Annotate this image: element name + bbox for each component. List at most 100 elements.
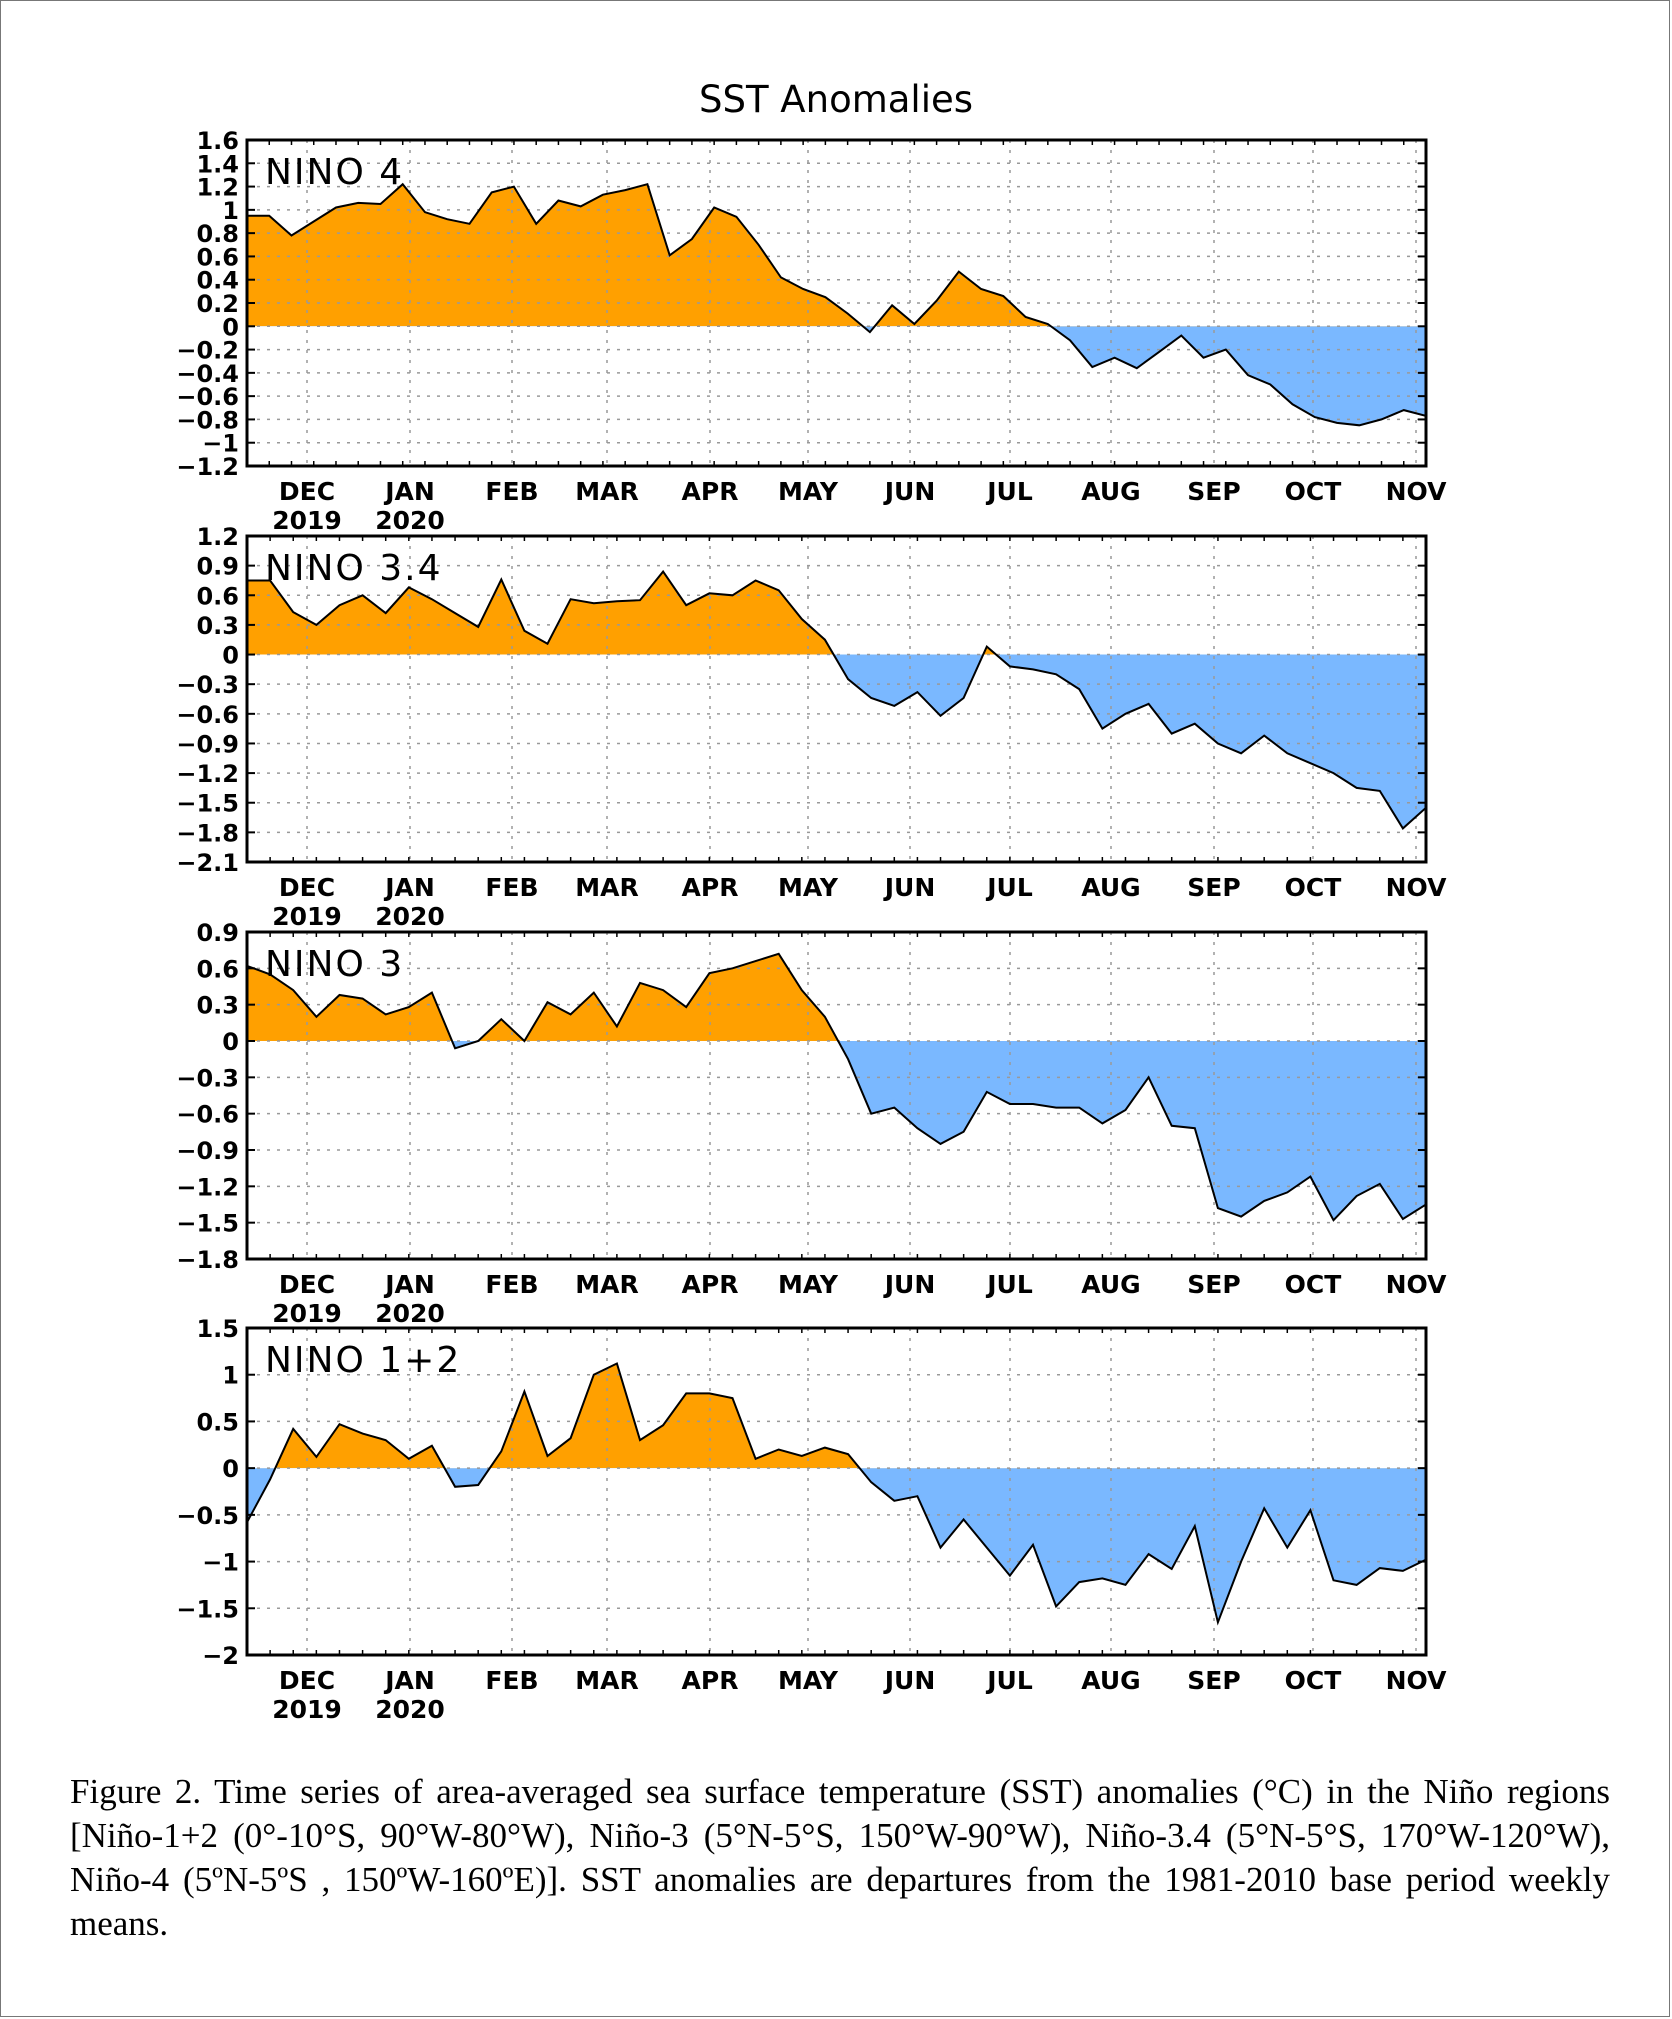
y-tick-label: −0.6 [176,383,239,411]
y-tick-label: −1.5 [176,1210,239,1238]
x-month-label: SEP [1187,1666,1240,1695]
x-month-label: MAR [575,1270,638,1299]
y-tick-label: −1.2 [176,453,239,481]
x-month-label: JUN [883,1270,936,1299]
x-month-label: SEP [1187,873,1240,902]
negative-anomaly-area [247,1041,1426,1221]
x-month-label: OCT [1285,477,1342,506]
x-month-label: FEB [485,477,538,506]
y-tick-label: −0.3 [176,671,239,699]
x-month-label: DEC [279,873,335,902]
x-year-label: 2020 [375,506,445,535]
x-month-label: MAR [575,873,638,902]
y-tick-label: −1.8 [176,819,239,847]
y-tick-label: 0 [222,1455,239,1483]
y-tick-label: 1.6 [196,127,239,155]
y-tick-label: −1 [202,430,239,458]
plot-frame [245,1326,1428,1657]
y-tick-label: 0.6 [196,582,239,610]
x-month-label: JUN [883,477,936,506]
y-tick-label: 0.5 [196,1408,239,1436]
x-month-label: AUG [1081,1666,1140,1695]
x-month-label: FEB [485,1666,538,1695]
x-month-label: JAN [383,1666,435,1695]
x-month-label: APR [682,477,739,506]
y-tick-label: 0 [222,1028,239,1056]
y-tick-label: −1.2 [176,1173,239,1201]
y-tick-label: −1.8 [176,1246,239,1274]
y-tick-label: 0.9 [196,919,239,947]
figure-caption: Figure 2. Time series of area-averaged s… [70,1772,1610,1943]
x-year-label: 2020 [375,1299,445,1328]
nino3-chart: 0.9 0.6 0.3 0 −0.3 −0.6 −0.9 −1.2 −1.5 −1.8 DEC201… [176,919,1447,1328]
x-month-label: SEP [1187,1270,1240,1299]
y-tick-label: 0.6 [196,243,239,271]
y-tick-label: −2 [202,1642,239,1670]
y-tick-label: 1 [222,197,239,225]
x-month-label: OCT [1285,1666,1342,1695]
negative-anomaly-area [833,654,1426,829]
y-tick-label: −0.4 [176,360,239,388]
plot-frame [245,930,1428,1261]
x-month-label: JUN [883,1666,936,1695]
series-line [247,569,1426,830]
x-month-label: APR [682,1666,739,1695]
positive-anomaly-area [247,571,1426,655]
x-month-label: FEB [485,873,538,902]
x-year-label: 2019 [272,1695,342,1724]
x-month-label: APR [682,1270,739,1299]
x-month-label: OCT [1285,873,1342,902]
x-month-label: NOV [1386,1666,1448,1695]
nino4-chart: 1.61.41.210.80.60.40.20−0.2−0.4−0.6−0.8−… [176,127,1448,535]
y-tick-label: −0.9 [176,1137,239,1165]
x-year-label: 2020 [375,902,445,931]
y-tick-label: 1.5 [196,1315,239,1343]
series-line [247,952,1426,1222]
y-tick-label: −0.2 [176,337,239,365]
x-month-label: AUG [1081,477,1140,506]
x-month-label: MAR [575,477,638,506]
y-tick-label: −0.6 [176,701,239,729]
y-tick-label: 0.2 [196,290,239,318]
x-month-label: MAY [778,1666,839,1695]
plot-frame [245,534,1428,864]
y-tick-label: −0.3 [176,1064,239,1092]
x-month-label: DEC [279,1270,335,1299]
x-month-label: AUG [1081,873,1140,902]
y-tick-label: 0.9 [196,553,239,581]
x-month-label: JAN [383,1270,435,1299]
x-month-label: JAN [383,477,435,506]
x-month-label: JUL [985,477,1033,506]
negative-anomaly-area [247,1468,1426,1623]
x-month-label: APR [682,873,739,902]
y-tick-label: −2.1 [176,849,239,877]
positive-anomaly-area [247,953,1426,1041]
y-tick-label: 1.2 [196,174,239,202]
panel-title: NINO 3.4 [265,548,443,589]
y-tick-label: −1.5 [176,1595,239,1623]
x-month-label: SEP [1187,477,1240,506]
y-tick-label: 0 [222,313,239,341]
x-month-label: DEC [279,477,335,506]
y-tick-label: −0.6 [176,1101,239,1129]
x-year-label: 2020 [375,1695,445,1724]
y-tick-label: 1.2 [196,523,239,551]
y-tick-label: 0.8 [196,220,239,248]
panel-title: NINO 3 [265,944,404,985]
y-tick-label: 0.6 [196,955,239,983]
x-year-label: 2019 [272,902,342,931]
x-month-label: JUL [985,1666,1033,1695]
x-month-label: NOV [1386,477,1448,506]
x-month-label: NOV [1386,873,1448,902]
y-tick-label: −1 [202,1549,239,1577]
y-tick-label: 1.4 [196,150,239,178]
series-line [247,182,1426,427]
panel-title: NINO 4 [265,152,404,193]
x-year-label: 2019 [272,506,342,535]
x-month-label: JUN [883,873,936,902]
figure-title: SST Anomalies [698,78,974,121]
x-month-label: FEB [485,1270,538,1299]
y-tick-label: 0.3 [196,992,239,1020]
x-month-label: OCT [1285,1270,1342,1299]
